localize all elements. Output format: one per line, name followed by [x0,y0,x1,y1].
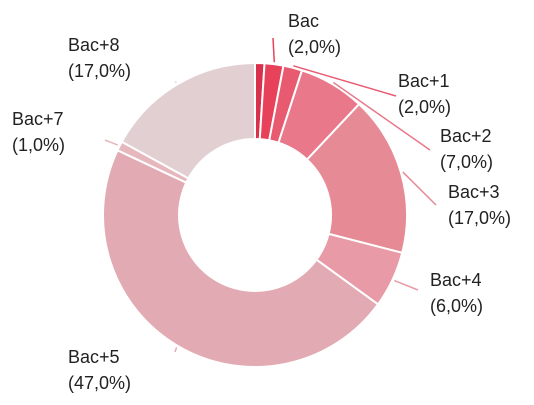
slice-value-label: (17,0%) [448,208,511,228]
slice-value-label: (7,0%) [440,152,493,172]
leader-line [394,279,419,291]
slice-value-label: (1,0%) [12,135,65,155]
slice-label: Bac+3 [448,182,500,202]
slice-value-label: (17,0%) [68,61,131,81]
leader-line [402,171,437,206]
leader-line [293,65,397,97]
donut-slice [120,61,256,180]
slice-label: Bac [288,11,319,31]
slice-value-label: (6,0%) [430,296,483,316]
slice-label: Bac+7 [12,109,64,129]
leader-line [174,347,178,353]
slice-label: Bac+5 [68,347,120,367]
leader-line [332,81,431,151]
slice-label: Bac+4 [430,270,482,290]
slice-value-label: (47,0%) [68,373,131,393]
leader-line [272,37,276,63]
slice-label: Bac+2 [440,126,492,146]
donut-slice [102,148,380,368]
slice-value-label: (2,0%) [288,37,341,57]
slice-value-label: (2,0%) [398,97,451,117]
leader-line [104,139,119,146]
slice-label: Bac+8 [68,35,120,55]
slice-label: Bac+1 [398,71,450,91]
